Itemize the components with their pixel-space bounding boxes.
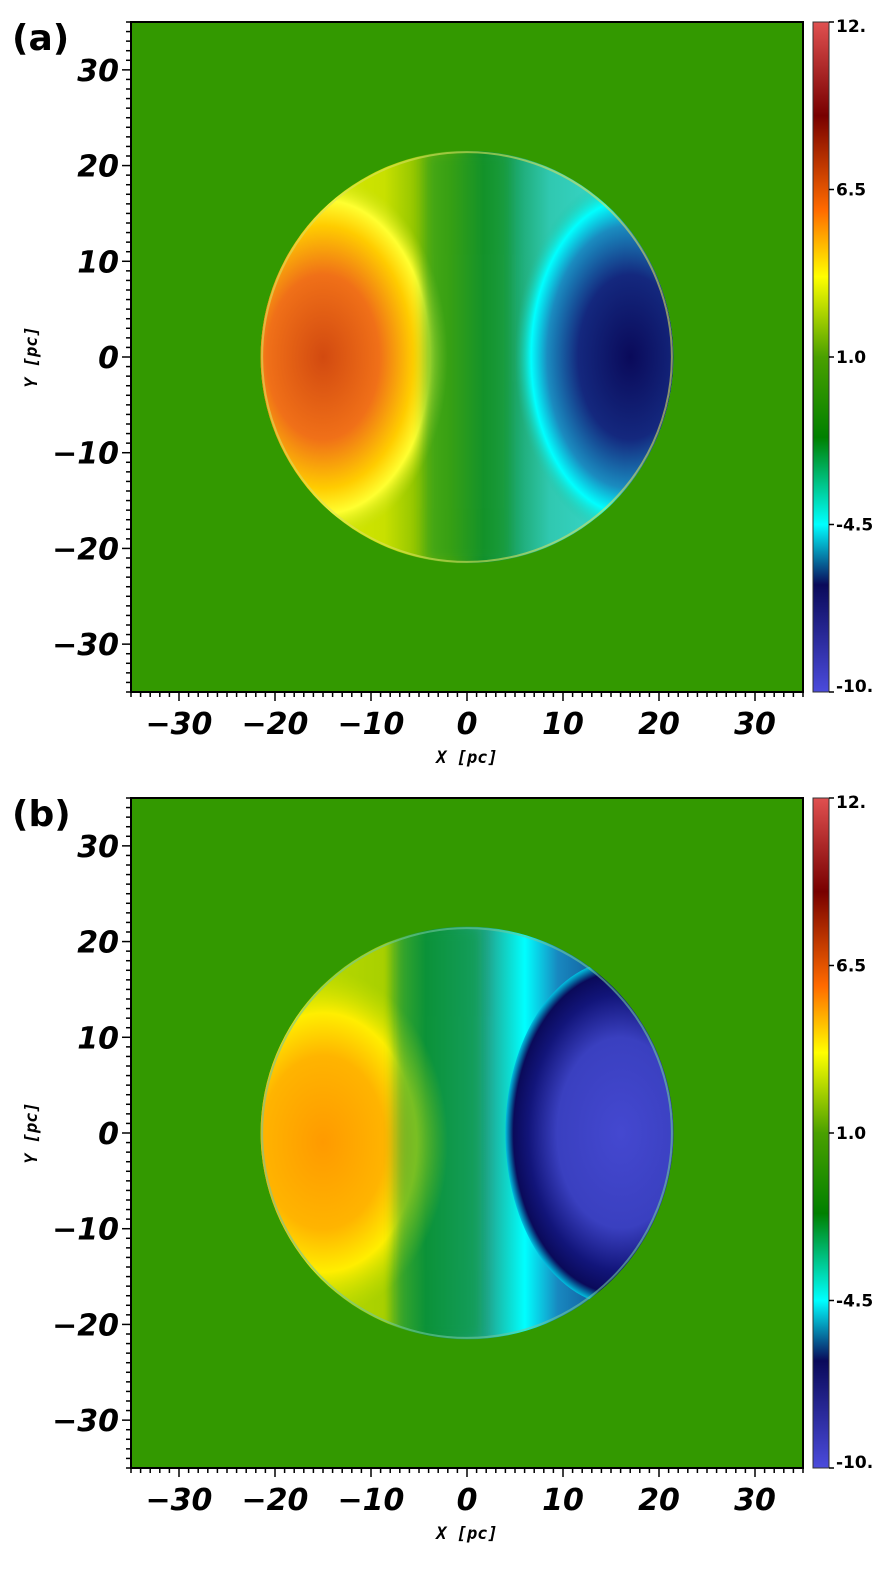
central-band bbox=[423, 150, 511, 564]
y-tick-label: 10 bbox=[77, 1021, 119, 1056]
axis-ticks bbox=[122, 21, 804, 701]
east-lobe bbox=[505, 960, 674, 1306]
y-axis-label: Y [pc] bbox=[22, 1102, 42, 1163]
y-tick-label: 30 bbox=[77, 830, 119, 865]
y-tick-label: 10 bbox=[77, 245, 119, 280]
colorbar-tick-label: 6.5 bbox=[836, 957, 866, 977]
disk-rim bbox=[261, 151, 673, 563]
y-tick-label: 20 bbox=[77, 150, 119, 185]
y-tick-label: 0 bbox=[98, 341, 119, 376]
west-lobe bbox=[260, 969, 448, 1316]
x-axis-label: X [pc] bbox=[434, 748, 497, 768]
colorbar: 12. 6.5 1.0 -4.5 -10. bbox=[812, 17, 873, 697]
x-tick-label: 10 bbox=[542, 1483, 584, 1518]
x-tick-label: −20 bbox=[242, 1483, 309, 1518]
x-tick-label: −10 bbox=[338, 1483, 405, 1518]
panel-b: (b) −30 −20 −10 0 10 20 30 30 20 10 0 −10 −20 −30 X [pc… bbox=[12, 793, 873, 1544]
y-tick-label: −30 bbox=[52, 1404, 119, 1439]
x-tick-label: −30 bbox=[146, 707, 213, 742]
colorbar-tick-label: 12. bbox=[836, 17, 866, 37]
colorbar: 12. 6.5 1.0 -4.5 -10. bbox=[812, 793, 873, 1473]
y-tick-label: −30 bbox=[52, 628, 119, 663]
x-tick-label: 0 bbox=[457, 1483, 478, 1518]
colorbar-tick-label: 1.0 bbox=[836, 348, 866, 368]
colorbar-tick-label: 12. bbox=[836, 793, 866, 813]
disk bbox=[260, 150, 674, 564]
x-axis-label: X [pc] bbox=[434, 1524, 497, 1544]
y-tick-label: −10 bbox=[52, 1213, 119, 1248]
colorbar-scale bbox=[812, 797, 830, 1469]
colorbar-tick-label: -4.5 bbox=[836, 516, 873, 536]
x-tick-label: 10 bbox=[542, 707, 584, 742]
colorbar-tick-label: -4.5 bbox=[836, 1292, 873, 1312]
x-tick-label: 30 bbox=[734, 707, 776, 742]
x-tick-label: −10 bbox=[338, 707, 405, 742]
east-lobe bbox=[515, 174, 674, 540]
panel-label: (b) bbox=[12, 794, 71, 835]
colorbar-scale bbox=[812, 21, 830, 693]
y-tick-label: −20 bbox=[52, 532, 119, 567]
y-tick-label: 20 bbox=[77, 926, 119, 961]
x-tick-label: −30 bbox=[146, 1483, 213, 1518]
x-tick-label: 30 bbox=[734, 1483, 776, 1518]
y-tick-label: −10 bbox=[52, 437, 119, 472]
central-band bbox=[395, 926, 482, 1340]
colorbar-tick-label: 1.0 bbox=[836, 1124, 866, 1144]
y-axis-label: Y [pc] bbox=[22, 326, 42, 387]
axis-ticks bbox=[122, 797, 804, 1477]
panel-label: (a) bbox=[12, 18, 69, 59]
y-tick-label: 0 bbox=[98, 1117, 119, 1152]
disk-rim bbox=[261, 927, 673, 1339]
colorbar-tick-label: -10. bbox=[836, 677, 873, 697]
panel-a: (a) −30 −20 −10 0 10 20 30 30 20 10 0 −10 −20 −30 X [pc… bbox=[12, 17, 873, 768]
disk bbox=[260, 926, 674, 1340]
y-tick-label: 30 bbox=[77, 54, 119, 89]
colorbar-tick-label: -10. bbox=[836, 1453, 873, 1473]
y-tick-label: −20 bbox=[52, 1308, 119, 1343]
x-tick-label: 20 bbox=[638, 707, 680, 742]
x-tick-label: −20 bbox=[242, 707, 309, 742]
colorbar-tick-label: 6.5 bbox=[836, 181, 866, 201]
x-tick-label: 0 bbox=[457, 707, 478, 742]
x-tick-label: 20 bbox=[638, 1483, 680, 1518]
west-lobe bbox=[260, 174, 448, 540]
